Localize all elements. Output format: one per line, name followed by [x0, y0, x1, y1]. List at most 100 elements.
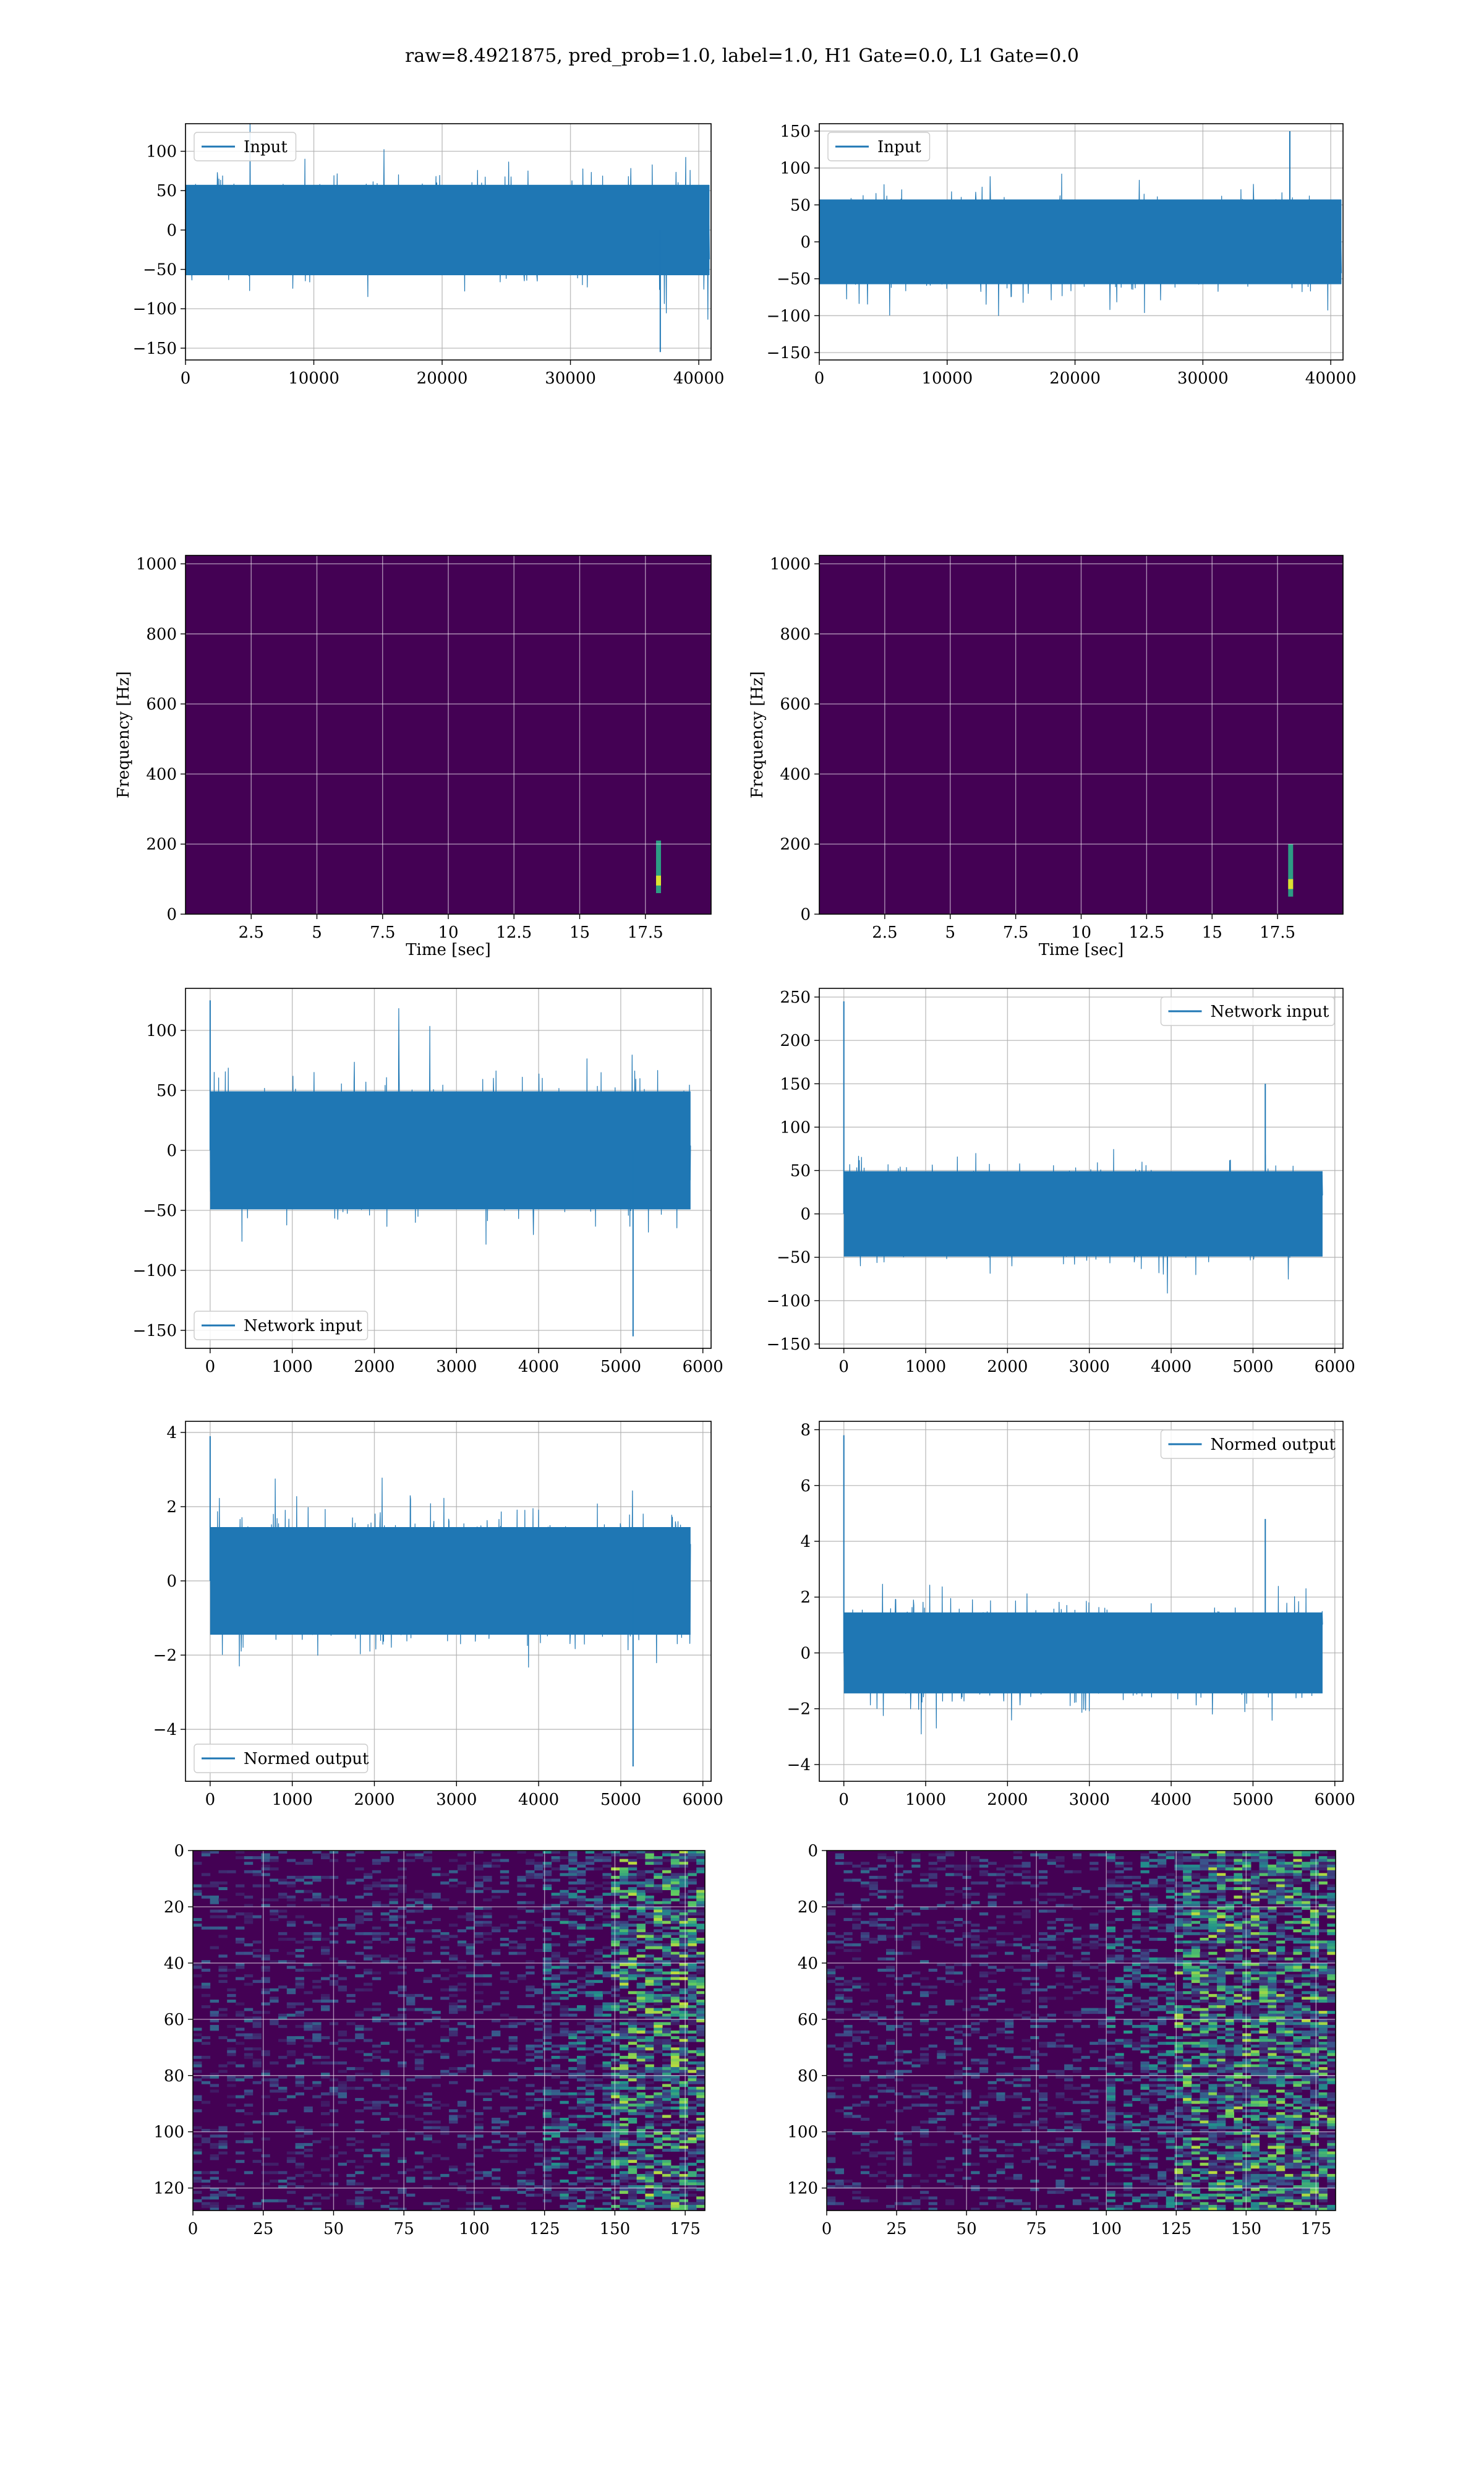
x-tick-label: 0: [181, 369, 191, 388]
series-band: [843, 1612, 1323, 1693]
y-tick-label: 400: [780, 765, 811, 784]
y-tick-label: 2: [166, 1498, 177, 1517]
y-tick-label: 40: [164, 1954, 184, 1973]
x-tick-label: 2.5: [239, 923, 264, 942]
x-tick-label: 0: [822, 2220, 832, 2238]
x-tick-label: 7.5: [1003, 923, 1028, 942]
y-tick-label: −50: [777, 1249, 811, 1267]
x-tick-label: 0: [814, 369, 825, 388]
x-tick-label: 2000: [987, 1358, 1028, 1376]
legend-box: [194, 1744, 369, 1773]
axes-frame: [819, 555, 1344, 915]
y-axis-label: Frequency [Hz]: [748, 671, 767, 798]
x-tick-label: 100: [1091, 2220, 1122, 2238]
axes-frame: [185, 988, 712, 1349]
y-tick-label: 100: [780, 160, 811, 178]
axes-frame: [819, 988, 1344, 1349]
x-tick-label: 30000: [545, 369, 596, 388]
x-tick-label: 5: [312, 923, 322, 942]
series-band: [210, 1091, 691, 1210]
x-tick-label: 25: [253, 2220, 273, 2238]
x-tick-label: 4000: [518, 1791, 559, 1809]
chart-spec_h1: 2.5 5 7.5 10 12.5 15 17.5 0 200 400 600 800 1000 Time…: [114, 555, 712, 959]
y-tick-label: 150: [780, 1075, 811, 1094]
x-tick-label: 5000: [600, 1791, 641, 1809]
legend-box: [1160, 996, 1335, 1026]
plot-area: [819, 988, 1343, 1348]
x-tick-label: 4000: [1151, 1791, 1192, 1809]
x-tick-label: 12.5: [496, 923, 532, 942]
x-tick-label: 12.5: [1128, 923, 1164, 942]
y-tick-label: 200: [780, 1032, 811, 1050]
x-tick-label: 6000: [1315, 1358, 1355, 1376]
x-tick-label: 1000: [905, 1791, 946, 1809]
y-tick-label: −50: [143, 1202, 177, 1220]
x-tick-label: 175: [1301, 2220, 1332, 2238]
x-tick-label: 20000: [1049, 369, 1101, 388]
x-tick-label: 40000: [1305, 369, 1357, 388]
legend-box: [194, 132, 297, 161]
x-tick-label: 3000: [1069, 1791, 1110, 1809]
y-tick-label: 0: [166, 1572, 177, 1591]
chart-net_h1: 0 1000 2000 3000 4000 5000 6000 −150 −100 −50 0 50 1…: [133, 988, 723, 1376]
y-tick-label: −4: [787, 1756, 811, 1774]
y-tick-label: 0: [800, 1205, 811, 1224]
y-tick-label: −150: [133, 340, 177, 358]
series-band: [819, 199, 1342, 285]
axes-frame: [819, 123, 1344, 361]
y-tick-label: 4: [800, 1533, 811, 1551]
x-tick-label: 4000: [518, 1358, 559, 1376]
x-tick-label: 17.5: [1260, 923, 1295, 942]
x-tick-label: 0: [838, 1791, 849, 1809]
heatmap-cells: [827, 1851, 1336, 2211]
plot-area: [819, 1421, 1343, 1781]
y-tick-label: 50: [156, 1082, 177, 1100]
y-tick-label: 0: [174, 1842, 184, 1860]
y-tick-label: −150: [133, 1322, 177, 1340]
y-tick-label: 100: [780, 1118, 811, 1137]
signal-hotspot: [1288, 879, 1294, 889]
x-tick-label: 175: [670, 2220, 701, 2238]
x-tick-label: 125: [529, 2220, 560, 2238]
x-tick-label: 2000: [987, 1791, 1028, 1809]
legend: Network input: [1160, 996, 1335, 1026]
legend-box: [194, 1311, 369, 1340]
x-tick-label: 3000: [1069, 1358, 1110, 1376]
y-tick-label: −50: [777, 270, 811, 289]
y-tick-label: 250: [780, 988, 811, 1007]
x-tick-label: 50: [323, 2220, 344, 2238]
y-tick-label: 100: [153, 2123, 184, 2142]
y-tick-label: 120: [787, 2180, 818, 2198]
x-tick-label: 20000: [417, 369, 468, 388]
y-tick-label: 150: [780, 122, 811, 141]
x-tick-label: 75: [1026, 2220, 1047, 2238]
x-tick-label: 125: [1161, 2220, 1192, 2238]
y-tick-label: 0: [808, 1842, 818, 1860]
legend-label: Normed output: [244, 1750, 369, 1768]
x-tick-label: 10: [1071, 923, 1091, 942]
figure-title: raw=8.4921875, pred_prob=1.0, label=1.0,…: [405, 45, 1079, 67]
x-tick-label: 40000: [673, 369, 725, 388]
y-tick-label: 1000: [136, 555, 177, 574]
y-tick-label: −150: [767, 1335, 811, 1354]
y-tick-label: −100: [133, 300, 177, 319]
chart-norm_l1: 0 1000 2000 3000 4000 5000 6000 −4 −2 0 2 4 6 8 Normed…: [787, 1421, 1355, 1809]
legend-label: Network input: [1211, 1003, 1329, 1021]
x-tick-label: 1000: [905, 1358, 946, 1376]
y-tick-label: 50: [156, 182, 177, 200]
x-tick-label: 0: [205, 1358, 216, 1376]
signal-track: [656, 841, 661, 894]
y-tick-label: 20: [798, 1898, 818, 1917]
y-tick-label: 20: [164, 1898, 184, 1917]
y-tick-label: 600: [146, 695, 177, 714]
y-tick-label: 100: [146, 1022, 177, 1040]
legend-label: Network input: [244, 1317, 362, 1335]
x-tick-label: 10000: [921, 369, 973, 388]
y-tick-label: 400: [146, 765, 177, 784]
series-band: [186, 184, 710, 275]
legend: Normed output: [1160, 1429, 1336, 1459]
x-tick-label: 3000: [436, 1791, 477, 1809]
x-tick-label: 10: [438, 923, 458, 942]
y-tick-label: 800: [780, 625, 811, 644]
y-tick-label: 50: [790, 1162, 811, 1181]
